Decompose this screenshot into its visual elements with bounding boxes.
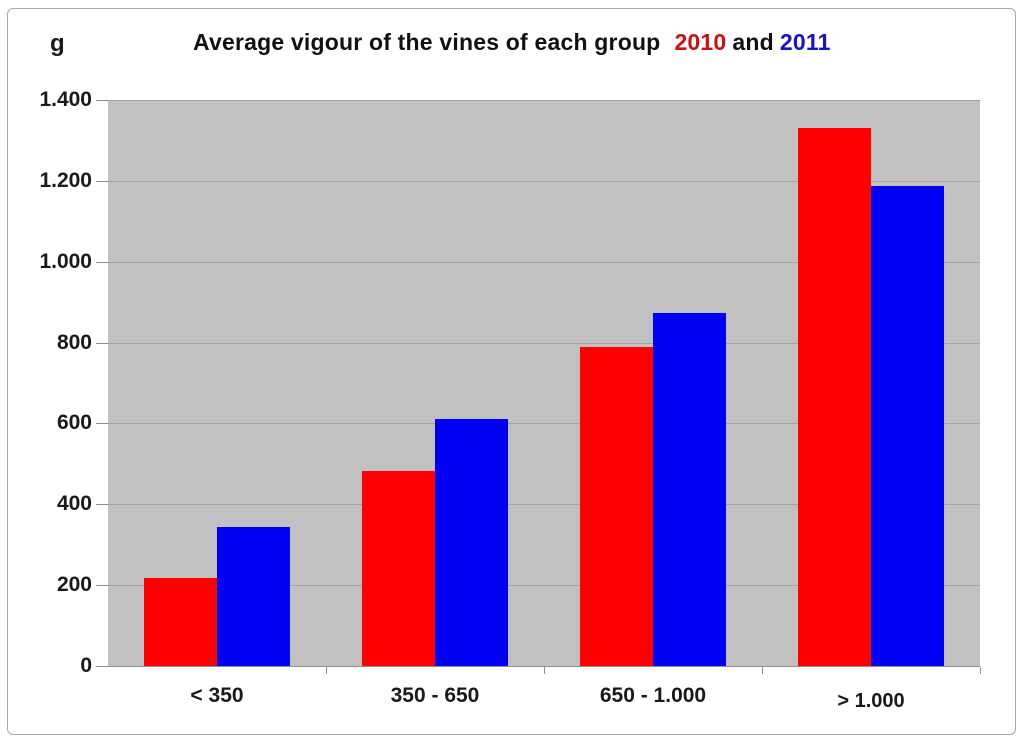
y-tick-label: 200 <box>56 573 92 596</box>
bar-2010-group3 <box>580 347 653 666</box>
gridline <box>108 585 980 586</box>
y-tick-mark <box>96 262 108 263</box>
y-tick-mark <box>96 504 108 505</box>
x-tick-mark <box>544 667 545 674</box>
plot-area <box>108 100 980 667</box>
x-tick-mark <box>326 667 327 674</box>
chart-title-and: and <box>732 29 774 55</box>
gridline <box>108 423 980 424</box>
y-tick-label: 1.000 <box>39 250 92 273</box>
x-category-label: < 350 <box>190 684 244 707</box>
y-tick-mark <box>96 343 108 344</box>
legend-year-2011: 2011 <box>779 29 831 55</box>
bar-2010-group2 <box>362 471 435 666</box>
bar-2011-group3 <box>653 313 726 666</box>
gridline <box>108 504 980 505</box>
y-tick-mark <box>96 585 108 586</box>
y-tick-label: 1.200 <box>39 169 92 192</box>
y-tick-mark <box>96 181 108 182</box>
x-tick-mark <box>762 667 763 674</box>
y-axis-unit-label: g <box>50 30 65 57</box>
y-tick-mark <box>96 423 108 424</box>
x-tick-mark <box>980 667 981 674</box>
y-tick-mark <box>96 666 108 667</box>
bar-2011-group4 <box>871 186 944 666</box>
gridline <box>108 100 980 101</box>
chart-title: Average vigour of the vines of each grou… <box>193 29 831 56</box>
x-category-label: > 1.000 <box>837 690 905 712</box>
y-tick-label: 600 <box>56 411 92 434</box>
y-tick-label: 1.400 <box>39 88 92 111</box>
legend-year-2010: 2010 <box>674 29 727 55</box>
chart-title-text: Average vigour of the vines of each grou… <box>193 29 661 55</box>
y-tick-label: 0 <box>80 654 92 677</box>
bar-2010-group4 <box>798 128 871 666</box>
y-tick-mark <box>96 100 108 101</box>
gridline <box>108 181 980 182</box>
gridline <box>108 343 980 344</box>
x-category-label: 350 - 650 <box>390 684 480 707</box>
x-category-label: 650 - 1.000 <box>599 684 707 707</box>
gridline <box>108 262 980 263</box>
y-tick-label: 800 <box>56 331 92 354</box>
y-tick-label: 400 <box>56 492 92 515</box>
bar-2010-group1 <box>144 578 217 666</box>
bar-2011-group2 <box>435 419 508 666</box>
bar-2011-group1 <box>217 527 290 666</box>
